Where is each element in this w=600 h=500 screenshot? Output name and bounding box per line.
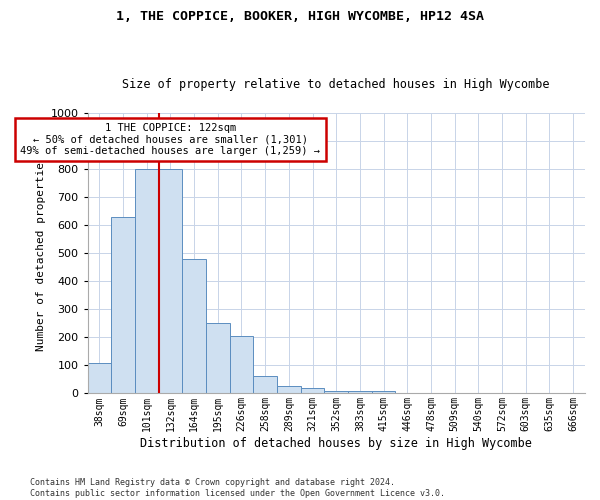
Title: Size of property relative to detached houses in High Wycombe: Size of property relative to detached ho… xyxy=(122,78,550,91)
Bar xyxy=(135,169,158,394)
Text: Contains HM Land Registry data © Crown copyright and database right 2024.
Contai: Contains HM Land Registry data © Crown c… xyxy=(30,478,445,498)
Bar xyxy=(253,376,277,394)
Bar xyxy=(158,169,182,394)
Y-axis label: Number of detached properties: Number of detached properties xyxy=(37,156,46,351)
Bar xyxy=(372,390,395,394)
Bar xyxy=(301,388,325,394)
X-axis label: Distribution of detached houses by size in High Wycombe: Distribution of detached houses by size … xyxy=(140,437,532,450)
Bar xyxy=(325,390,348,394)
Bar xyxy=(88,362,111,394)
Bar xyxy=(230,336,253,394)
Text: 1 THE COPPICE: 122sqm
← 50% of detached houses are smaller (1,301)
49% of semi-d: 1 THE COPPICE: 122sqm ← 50% of detached … xyxy=(20,123,320,156)
Bar xyxy=(111,217,135,394)
Bar xyxy=(206,324,230,394)
Text: 1, THE COPPICE, BOOKER, HIGH WYCOMBE, HP12 4SA: 1, THE COPPICE, BOOKER, HIGH WYCOMBE, HP… xyxy=(116,10,484,23)
Bar xyxy=(348,392,372,394)
Bar xyxy=(277,386,301,394)
Bar xyxy=(182,259,206,394)
